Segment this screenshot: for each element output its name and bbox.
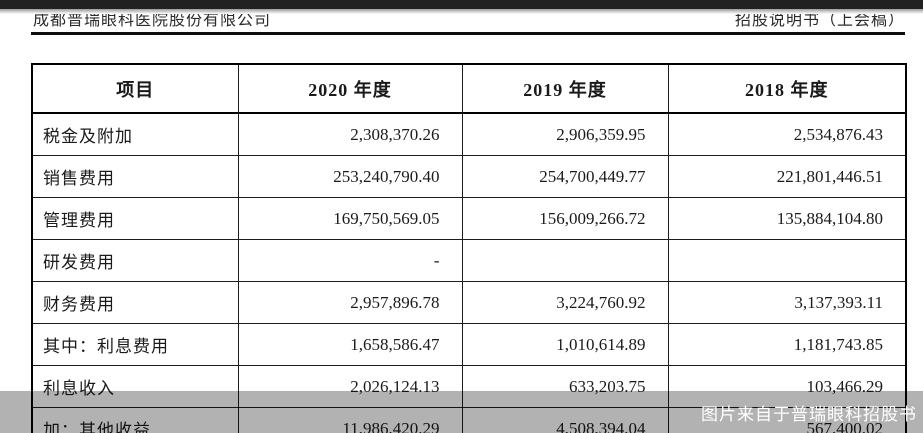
value-2020: -	[237, 239, 463, 282]
value-2019	[461, 239, 669, 282]
value-2020: 2,957,896.78	[237, 281, 463, 324]
row-label: 销售费用	[31, 155, 239, 198]
table-header-row: 项目 2020 年度 2019 年度 2018 年度	[31, 63, 907, 114]
value-2018	[667, 239, 907, 282]
table-row: 加：其他收益 11,986,420.29 4,508,394.04 567,40…	[31, 407, 907, 433]
document-header: 成都普瑞眼科医院股份有限公司 招股说明书（上会稿）	[33, 6, 905, 30]
table-row: 利息收入 2,026,124.13 633,203.75 103,466.29	[31, 365, 907, 408]
row-label: 其中：利息费用	[31, 323, 239, 366]
table-row: 其中：利息费用 1,658,586.47 1,010,614.89 1,181,…	[31, 323, 907, 366]
row-label: 财务费用	[31, 281, 239, 324]
col-header-2020: 2020 年度	[237, 63, 463, 114]
value-2019: 1,010,614.89	[461, 323, 669, 366]
value-2020: 169,750,569.05	[237, 197, 463, 240]
value-2020: 1,658,586.47	[237, 323, 463, 366]
financial-table: 项目 2020 年度 2019 年度 2018 年度 税金及附加 2,308,3…	[31, 63, 907, 433]
col-header-2019: 2019 年度	[461, 63, 669, 114]
table-row: 研发费用 -	[31, 239, 907, 282]
watermark-text: 图片来自于普瑞眼科招股书	[701, 404, 917, 424]
col-header-2018: 2018 年度	[667, 63, 907, 114]
value-2020: 253,240,790.40	[237, 155, 463, 198]
watermark-overlay: 图片来自于普瑞眼科招股书	[0, 391, 923, 433]
value-2018: 3,137,393.11	[667, 281, 907, 324]
top-bar-shadow	[0, 9, 923, 14]
value-2018: 1,181,743.85	[667, 323, 907, 366]
table-row: 财务费用 2,957,896.78 3,224,760.92 3,137,393…	[31, 281, 907, 324]
value-2019: 254,700,449.77	[461, 155, 669, 198]
value-2019: 156,009,266.72	[461, 197, 669, 240]
row-label: 税金及附加	[31, 112, 239, 156]
table-row: 税金及附加 2,308,370.26 2,906,359.95 2,534,87…	[31, 112, 907, 156]
value-2019: 3,224,760.92	[461, 281, 669, 324]
row-label: 加：其他收益	[31, 407, 239, 433]
value-2019: 2,906,359.95	[461, 112, 669, 156]
value-2020: 2,026,124.13	[237, 365, 463, 408]
value-2020: 11,986,420.29	[237, 407, 463, 433]
table-body: 税金及附加 2,308,370.26 2,906,359.95 2,534,87…	[31, 112, 907, 433]
row-label: 管理费用	[31, 197, 239, 240]
value-2018: 221,801,446.51	[667, 155, 907, 198]
value-2018: 135,884,104.80	[667, 197, 907, 240]
top-dark-bar	[0, 0, 923, 9]
value-2018: 567,400.02	[667, 407, 907, 433]
prospectus-title: 招股说明书（上会稿）	[734, 12, 905, 29]
row-label: 利息收入	[31, 365, 239, 408]
value-2018: 103,466.29	[667, 365, 907, 408]
header-rule	[31, 32, 905, 35]
value-2019: 4,508,394.04	[461, 407, 669, 433]
row-label: 研发费用	[31, 239, 239, 282]
company-name: 成都普瑞眼科医院股份有限公司	[33, 12, 272, 29]
col-header-item: 项目	[31, 63, 239, 114]
value-2020: 2,308,370.26	[237, 112, 463, 156]
value-2019: 633,203.75	[461, 365, 669, 408]
table-row: 管理费用 169,750,569.05 156,009,266.72 135,8…	[31, 197, 907, 240]
table-row: 销售费用 253,240,790.40 254,700,449.77 221,8…	[31, 155, 907, 198]
value-2018: 2,534,876.43	[667, 112, 907, 156]
